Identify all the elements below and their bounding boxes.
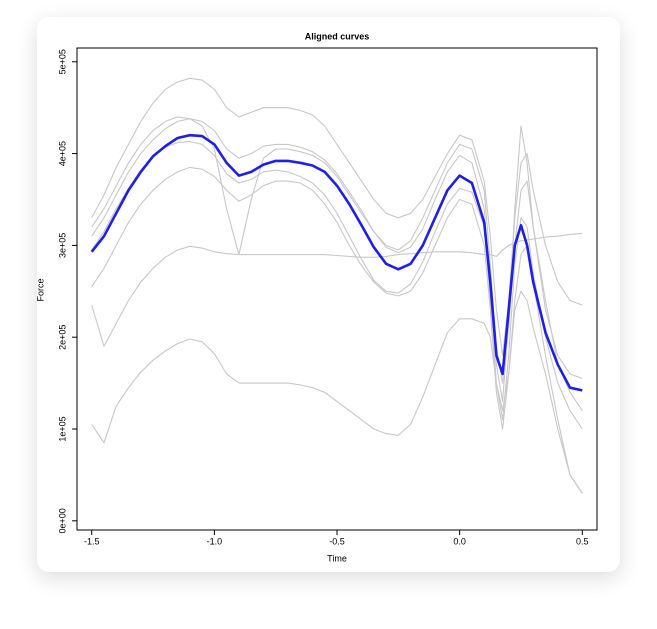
- curve: [90, 133, 583, 392]
- plot-box: [76, 47, 598, 531]
- curve: [91, 116, 583, 384]
- y-tick-label: 0e+00: [57, 508, 67, 533]
- y-tick-label: 1e+05: [57, 416, 67, 441]
- y-tick-label: 5e+05: [57, 49, 67, 74]
- x-tick-label: -1.5: [84, 536, 100, 546]
- curve: [91, 166, 583, 494]
- x-tick-label: 0.5: [576, 536, 589, 546]
- x-tick-label: 0.0: [453, 536, 466, 546]
- curve: [91, 141, 583, 430]
- curve: [91, 118, 583, 411]
- y-tick-label: 4e+05: [57, 141, 67, 166]
- y-tick-label: 2e+05: [57, 325, 67, 350]
- chart-title: Aligned curves: [305, 31, 370, 41]
- y-tick-label: 3e+05: [57, 233, 67, 258]
- x-axis-label: Time: [327, 553, 347, 563]
- curve: [91, 290, 583, 494]
- x-tick-label: -0.5: [329, 536, 345, 546]
- y-axis-label: Force: [35, 278, 45, 301]
- x-tick-label: -1.0: [207, 536, 223, 546]
